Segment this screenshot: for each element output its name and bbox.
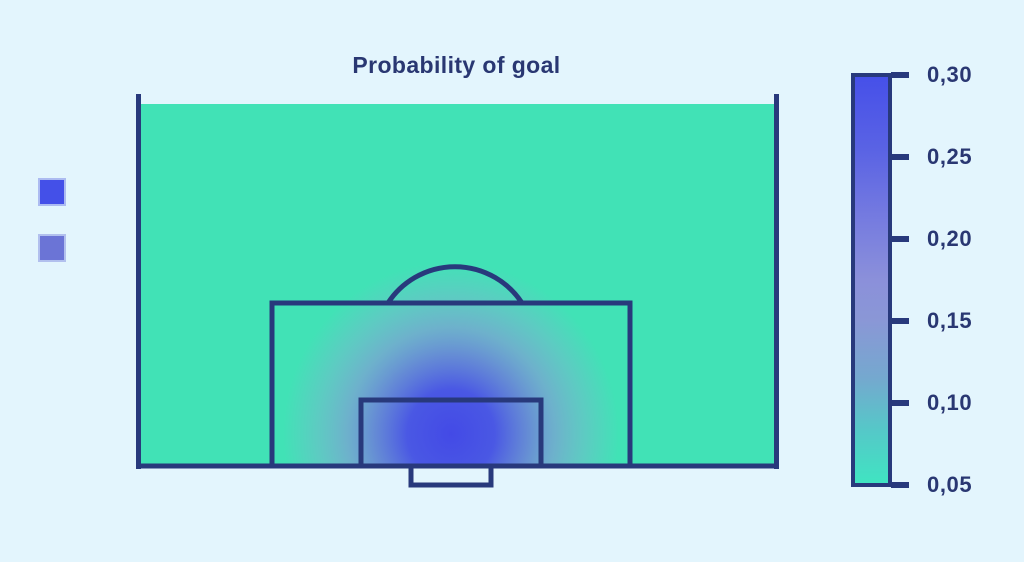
goal-frame — [408, 463, 494, 488]
colorbar-tick-015: 0,15 — [891, 308, 972, 334]
legend-swatch-muted-blue — [38, 234, 66, 262]
colorbar-tick-020: 0,20 — [891, 226, 972, 252]
tick-mark — [891, 400, 909, 406]
colorbar-tick-010: 0,10 — [891, 390, 972, 416]
tick-label: 0,05 — [927, 472, 973, 497]
tick-mark — [891, 72, 909, 78]
colorbar-gradient — [851, 73, 892, 487]
tick-label: 0,25 — [927, 144, 973, 169]
penalty-area — [269, 300, 633, 466]
tick-label: 0,15 — [927, 308, 973, 333]
tick-mark — [891, 154, 909, 160]
goal-probability-heat-blob — [283, 262, 619, 466]
chart-title: Probability of goal — [352, 52, 561, 78]
colorbar-tick-030: 0,30 — [891, 62, 972, 88]
colorbar-tick-025: 0,25 — [891, 144, 972, 170]
tick-mark — [891, 236, 909, 242]
penalty-arc — [385, 264, 525, 305]
colorbar-tick-005: 0,05 — [891, 472, 972, 498]
tick-label: 0,30 — [927, 62, 973, 87]
tick-mark — [891, 318, 909, 324]
tick-mark — [891, 482, 909, 488]
legend-swatch-solid-blue — [38, 178, 66, 206]
tick-label: 0,10 — [927, 390, 973, 415]
six-yard-box — [358, 397, 544, 466]
tick-label: 0,20 — [927, 226, 973, 251]
